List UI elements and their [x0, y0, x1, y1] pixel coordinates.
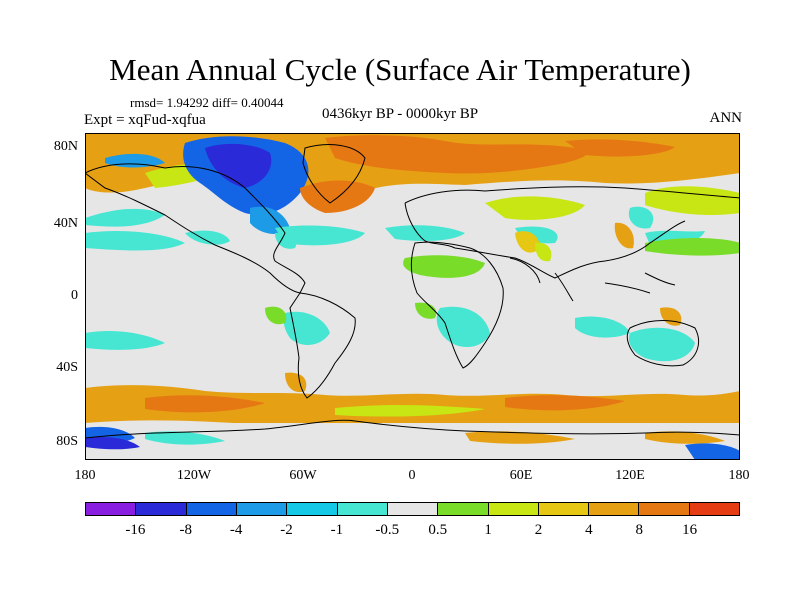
experiment-label: Expt = xqFud-xqfua	[84, 112, 206, 128]
temperature-difference-map	[85, 133, 740, 460]
colorbar-swatch	[236, 503, 288, 515]
colorbar-tick-label: 8	[635, 522, 643, 538]
colorbar-swatch	[186, 503, 237, 515]
colorbar-swatch	[639, 503, 690, 515]
colorbar-swatch	[538, 503, 590, 515]
lon-label-60e: 60E	[509, 468, 533, 483]
colorbar-tick-label: -8	[179, 522, 193, 538]
lat-label-80s: 80S	[56, 434, 78, 449]
colorbar-tick-label: 4	[585, 522, 593, 538]
plot-title: Mean Annual Cycle (Surface Air Temperatu…	[109, 52, 691, 87]
colorbar-tick-label: 2	[534, 522, 543, 538]
period-label: 0436kyr BP - 0000kyr BP	[322, 106, 479, 122]
colorbar	[85, 502, 740, 516]
colorbar-tick-label: 16	[682, 522, 698, 538]
colorbar-swatch	[387, 503, 439, 515]
lat-label-0: 0	[71, 288, 78, 303]
lon-label-0: 0	[408, 468, 416, 483]
lat-label-40n: 40N	[53, 216, 78, 231]
colorbar-tick-label: -1	[330, 522, 344, 538]
lon-label-120e: 120E	[615, 468, 645, 483]
colorbar-tick-label: -0.5	[375, 522, 400, 538]
lon-label-60w: 60W	[289, 468, 317, 483]
colorbar-tick-label: -16	[125, 522, 146, 538]
colorbar-swatch	[337, 503, 388, 515]
lat-label-40s: 40S	[56, 360, 78, 375]
season-label: ANN	[709, 110, 743, 126]
colorbar-swatch	[589, 503, 640, 515]
colorbar-tick-label: 1	[484, 522, 492, 538]
lon-label-180w: 180	[74, 468, 96, 483]
colorbar-swatch	[86, 503, 137, 515]
colorbar-swatch	[136, 503, 187, 515]
stats-label: rmsd= 1.94292 diff= 0.40044	[130, 95, 284, 110]
lat-label-80n: 80N	[53, 139, 78, 154]
colorbar-swatch	[287, 503, 338, 515]
lon-label-180e: 180	[728, 468, 750, 483]
colorbar-swatch	[488, 503, 539, 515]
colorbar-swatch	[438, 503, 489, 515]
lon-label-120w: 120W	[176, 468, 212, 483]
colorbar-tick-label: 0.5	[428, 522, 448, 538]
colorbar-swatch	[689, 503, 740, 515]
colorbar-tick-label: -4	[229, 522, 243, 538]
colorbar-tick-label: -2	[280, 522, 293, 538]
